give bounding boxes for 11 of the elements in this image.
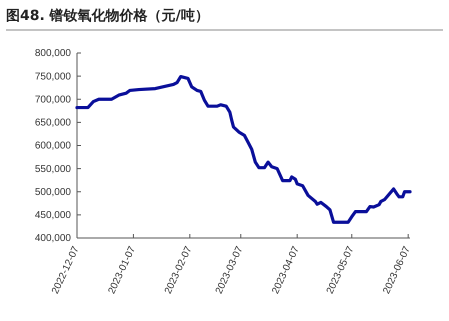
line-series [75,74,412,224]
y-tick-label: 600,000 [34,140,72,152]
y-tick-label: 450,000 [34,210,72,222]
y-tick-label: 500,000 [34,186,72,198]
y-tick-label: 800,000 [34,48,72,60]
y-tick-label: 750,000 [34,71,72,82]
y-tick-label: 550,000 [34,164,72,175]
y-tick-label: 400,000 [34,233,72,244]
y-tick-label: 700,000 [34,94,72,106]
y-tick-label: 650,000 [34,118,72,129]
chart-title: 图48. 镨钕氧化物价格（元/吨） [6,8,209,24]
